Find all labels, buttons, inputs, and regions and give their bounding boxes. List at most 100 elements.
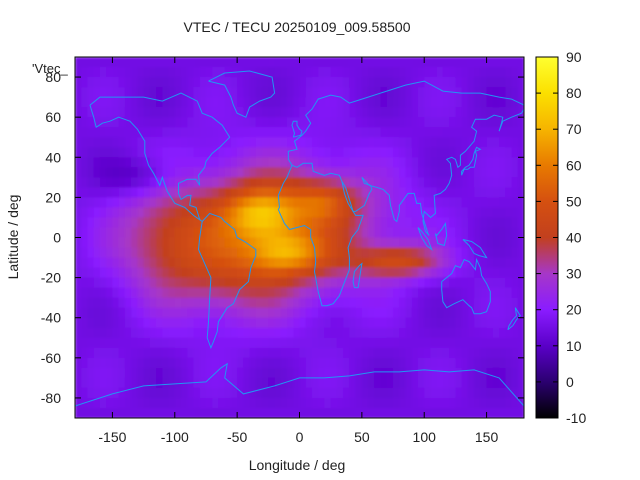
heatmap-cell (374, 227, 382, 239)
heatmap-cell (287, 177, 294, 188)
heatmap-cell (137, 297, 145, 309)
heatmap-cell (324, 107, 332, 118)
heatmap-cell (287, 297, 294, 309)
heatmap-cell (199, 87, 207, 98)
heatmap-cell (249, 408, 257, 418)
heatmap-cell (143, 317, 151, 329)
heatmap-cell (243, 217, 251, 228)
heatmap-cell (87, 97, 95, 108)
heatmap-cell (499, 137, 506, 148)
heatmap-cell (436, 367, 444, 379)
heatmap-cell (486, 408, 494, 418)
heatmap-cell (106, 227, 113, 239)
heatmap-cell (336, 247, 344, 259)
heatmap-cell (480, 187, 488, 198)
heatmap-cell (399, 97, 407, 108)
heatmap-cell (380, 357, 388, 369)
heatmap-cell (149, 297, 157, 309)
heatmap-cell (118, 77, 126, 88)
heatmap-cell (330, 207, 338, 218)
heatmap-cell (368, 337, 375, 349)
heatmap-cell (411, 107, 419, 118)
heatmap-cell (93, 267, 101, 279)
heatmap-cell (467, 207, 475, 218)
heatmap-cell (461, 147, 469, 158)
heatmap-cell (336, 277, 344, 289)
heatmap-cell (274, 297, 282, 309)
heatmap-cell (112, 137, 120, 148)
heatmap-cell (212, 307, 219, 319)
heatmap-cell (287, 367, 294, 379)
heatmap-cell (287, 117, 294, 128)
heatmap-cell (492, 327, 500, 339)
heatmap-cell (343, 97, 350, 108)
heatmap-cell (318, 207, 325, 218)
heatmap-cell (206, 77, 213, 88)
heatmap-cell (349, 257, 357, 269)
heatmap-cell (386, 397, 394, 409)
heatmap-cell (287, 167, 294, 178)
heatmap-cell (405, 408, 413, 418)
heatmap-cell (137, 408, 145, 418)
heatmap-cell (106, 408, 113, 418)
heatmap-cell (467, 377, 475, 389)
heatmap-cell (193, 87, 201, 98)
heatmap-cell (393, 77, 400, 88)
heatmap-cell (480, 107, 488, 118)
heatmap-cell (293, 317, 301, 329)
heatmap-cell (480, 177, 488, 188)
heatmap-cell (305, 197, 313, 208)
heatmap-cell (168, 137, 176, 148)
heatmap-cell (343, 408, 350, 418)
heatmap-cell (243, 337, 251, 349)
heatmap-cell (112, 227, 120, 239)
heatmap-cell (368, 227, 375, 239)
heatmap-cell (436, 257, 444, 269)
heatmap-cell (187, 67, 195, 78)
heatmap-cell (75, 197, 82, 208)
heatmap-cell (137, 207, 145, 218)
heatmap-cell (461, 157, 469, 168)
heatmap-cell (393, 147, 400, 158)
heatmap-cell (505, 277, 513, 289)
heatmap-cell (449, 97, 456, 108)
heatmap-cell (480, 357, 488, 369)
heatmap-cell (243, 307, 251, 319)
heatmap-cell (411, 167, 419, 178)
heatmap-cell (312, 217, 319, 228)
heatmap-cell (386, 227, 394, 239)
heatmap-cell (299, 127, 307, 138)
heatmap-cell (93, 137, 101, 148)
heatmap-cell (449, 147, 456, 158)
heatmap-cell (93, 337, 101, 349)
heatmap-cell (237, 307, 244, 319)
heatmap-cell (224, 117, 232, 128)
heatmap-cell (368, 317, 375, 329)
heatmap-cell (268, 167, 276, 178)
heatmap-cell (436, 377, 444, 389)
heatmap-cell (274, 287, 282, 299)
heatmap-cell (442, 157, 450, 168)
heatmap-cell (268, 367, 276, 379)
heatmap-cell (442, 357, 450, 369)
heatmap-cell (492, 147, 500, 158)
heatmap-cell (355, 327, 363, 339)
heatmap-cell (299, 367, 307, 379)
heatmap-cell (386, 357, 394, 369)
heatmap-cell (355, 337, 363, 349)
heatmap-cell (262, 57, 269, 68)
heatmap-cell (118, 397, 126, 409)
heatmap-cell (181, 287, 188, 299)
heatmap-cell (336, 317, 344, 329)
heatmap-cell (280, 97, 288, 108)
heatmap-cell (99, 167, 107, 178)
heatmap-cell (492, 357, 500, 369)
heatmap-cell (374, 377, 382, 389)
heatmap-cell (156, 77, 163, 88)
heatmap-cell (287, 387, 294, 399)
heatmap-cell (268, 377, 276, 389)
heatmap-cell (99, 107, 107, 118)
heatmap-cell (411, 277, 419, 289)
heatmap-cell (137, 137, 145, 148)
heatmap-cell (361, 177, 369, 188)
